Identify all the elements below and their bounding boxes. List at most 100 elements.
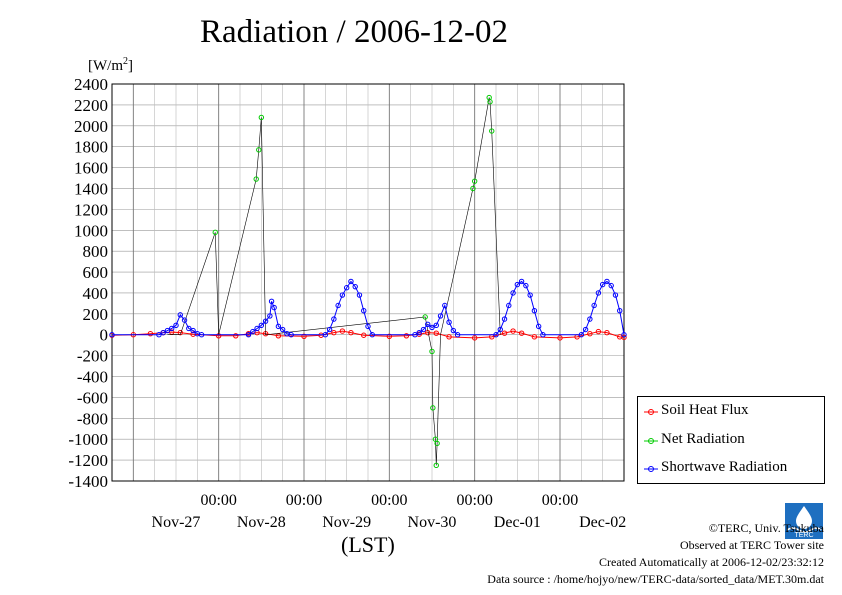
legend-item-soil-heat-flux: Soil Heat Flux bbox=[638, 401, 824, 421]
data-point bbox=[386, 333, 393, 340]
data-point bbox=[604, 329, 610, 336]
data-point bbox=[361, 332, 367, 338]
data-point bbox=[212, 229, 218, 236]
unit-base: [W/m bbox=[88, 58, 123, 74]
data-point bbox=[301, 333, 307, 340]
data-point bbox=[412, 332, 418, 338]
data-point bbox=[262, 318, 269, 324]
x-time-label: 00:00 bbox=[286, 492, 322, 509]
series-line bbox=[167, 97, 501, 466]
data-point bbox=[275, 323, 282, 330]
data-point bbox=[450, 327, 457, 334]
x-date-label: Nov-28 bbox=[237, 514, 286, 531]
data-point bbox=[420, 326, 427, 333]
y-tick-label: -600 bbox=[77, 388, 108, 407]
data-point bbox=[181, 317, 188, 323]
y-tick-label: 1400 bbox=[74, 179, 108, 198]
data-point bbox=[156, 332, 162, 338]
x-time-label: 00:00 bbox=[371, 492, 407, 509]
legend-marker-net-radiation bbox=[644, 438, 658, 444]
data-point bbox=[186, 325, 192, 332]
x-date-label: Nov-29 bbox=[322, 514, 371, 531]
y-tick-label: 2000 bbox=[74, 117, 108, 136]
y-tick-label: -1400 bbox=[68, 472, 108, 491]
data-point bbox=[429, 324, 435, 331]
data-point bbox=[437, 313, 444, 319]
legend-label-soil-heat-flux: Soil Heat Flux bbox=[661, 402, 749, 418]
legend-marker-soil-heat-flux bbox=[644, 409, 658, 415]
y-tick-label: 1600 bbox=[74, 159, 108, 178]
data-point bbox=[497, 326, 503, 333]
credit-observed: Observed at TERC Tower site bbox=[679, 538, 824, 552]
data-point bbox=[487, 99, 493, 105]
unit-sup: 2 bbox=[123, 56, 128, 67]
data-point bbox=[608, 282, 614, 289]
data-point bbox=[326, 326, 333, 333]
data-point bbox=[587, 316, 593, 322]
data-point bbox=[416, 329, 422, 336]
data-point bbox=[518, 278, 525, 285]
legend-marker-shortwave-radiation bbox=[644, 466, 658, 472]
data-point bbox=[164, 327, 171, 334]
legend-dot-soil bbox=[648, 409, 654, 415]
x-date-label: Nov-27 bbox=[152, 514, 201, 531]
data-point bbox=[369, 332, 375, 338]
data-point bbox=[621, 332, 627, 338]
y-tick-label: 400 bbox=[83, 284, 109, 303]
data-point bbox=[442, 302, 448, 309]
y-tick-label: 800 bbox=[83, 242, 109, 261]
legend-dot-net bbox=[648, 438, 654, 444]
data-point bbox=[599, 281, 606, 288]
data-point bbox=[331, 316, 337, 322]
legend-label-net-radiation: Net Radiation bbox=[661, 431, 745, 447]
data-point bbox=[587, 330, 593, 337]
legend-item-net-radiation: Net Radiation bbox=[638, 430, 824, 450]
data-point bbox=[339, 292, 346, 298]
data-point bbox=[173, 322, 179, 329]
unit-close: ] bbox=[128, 58, 133, 74]
data-point bbox=[322, 332, 329, 338]
data-point bbox=[470, 185, 476, 192]
data-point bbox=[429, 348, 435, 355]
data-point bbox=[190, 327, 196, 334]
data-point bbox=[527, 292, 533, 298]
data-point bbox=[612, 292, 619, 298]
terc-logo: TERC bbox=[785, 503, 823, 539]
data-point bbox=[233, 333, 239, 339]
data-point bbox=[352, 283, 358, 290]
data-point bbox=[430, 405, 436, 411]
data-point bbox=[446, 334, 452, 340]
chart-grid bbox=[111, 83, 625, 482]
data-point bbox=[160, 329, 166, 336]
data-point bbox=[604, 278, 610, 285]
data-point bbox=[578, 332, 585, 338]
data-point bbox=[245, 332, 252, 338]
data-point bbox=[147, 330, 154, 337]
data-point bbox=[348, 278, 354, 285]
data-point bbox=[446, 319, 452, 325]
data-point bbox=[198, 332, 205, 338]
data-point bbox=[595, 290, 602, 296]
data-point bbox=[531, 334, 538, 340]
y-tick-label: -800 bbox=[77, 409, 108, 428]
data-point bbox=[557, 335, 563, 341]
legend-label-shortwave-radiation: Shortwave Radiation bbox=[661, 459, 788, 475]
x-date-label: Nov-30 bbox=[408, 514, 457, 531]
data-point bbox=[258, 114, 265, 121]
data-point bbox=[271, 304, 277, 311]
data-point bbox=[595, 328, 602, 335]
data-point bbox=[510, 290, 516, 296]
legend-dot-sw bbox=[648, 466, 654, 472]
credit-created: Created Automatically at 2006-12-02/23:3… bbox=[599, 555, 824, 569]
data-point bbox=[250, 328, 256, 335]
data-point bbox=[591, 302, 597, 309]
data-point bbox=[403, 333, 410, 339]
data-point bbox=[433, 462, 439, 469]
data-point bbox=[501, 330, 508, 336]
data-point bbox=[256, 147, 262, 153]
series-shortwave-radiation bbox=[109, 278, 627, 338]
x-time-label: 00:00 bbox=[542, 492, 578, 509]
data-point bbox=[454, 332, 461, 338]
data-point bbox=[258, 322, 265, 329]
logo-wave bbox=[786, 527, 822, 533]
